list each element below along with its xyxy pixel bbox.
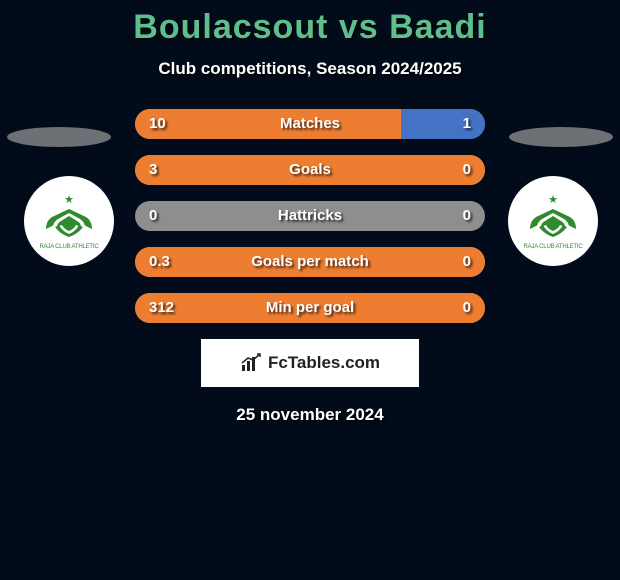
stat-row: 101Matches	[135, 109, 485, 139]
stat-label: Goals per match	[135, 247, 485, 277]
eagle-icon	[40, 203, 98, 243]
banner-label: FcTables.com	[268, 353, 380, 373]
stat-label: Min per goal	[135, 293, 485, 323]
subtitle: Club competitions, Season 2024/2025	[0, 59, 620, 79]
stat-row: 0.30Goals per match	[135, 247, 485, 277]
stat-label: Hattricks	[135, 201, 485, 231]
stat-row: 00Hattricks	[135, 201, 485, 231]
badge-label-right: RAJA CLUB ATHLETIC	[524, 244, 583, 250]
date-label: 25 november 2024	[0, 405, 620, 425]
badge-label-left: RAJA CLUB ATHLETIC	[40, 244, 99, 250]
chart-icon	[240, 353, 262, 373]
stat-row: 3120Min per goal	[135, 293, 485, 323]
team-badge-right: ★ RAJA CLUB ATHLETIC	[508, 176, 598, 266]
shadow-ellipse-left	[7, 127, 111, 147]
eagle-icon	[524, 203, 582, 243]
page-title: Boulacsout vs Baadi	[0, 0, 620, 47]
team-badge-left: ★ RAJA CLUB ATHLETIC	[24, 176, 114, 266]
stat-row: 30Goals	[135, 155, 485, 185]
stat-label: Goals	[135, 155, 485, 185]
comparison-card: Boulacsout vs Baadi Club competitions, S…	[0, 0, 620, 580]
stat-label: Matches	[135, 109, 485, 139]
source-banner[interactable]: FcTables.com	[201, 339, 419, 387]
shadow-ellipse-right	[509, 127, 613, 147]
